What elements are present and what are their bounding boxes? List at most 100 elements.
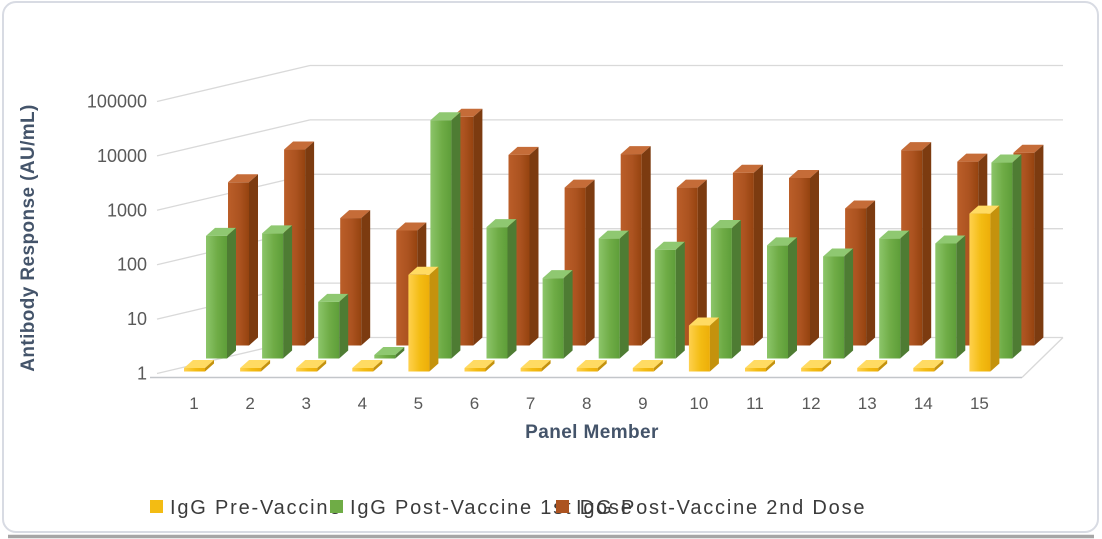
bar-pre-vaccine-member-6 [464,360,495,372]
bar-front-face [318,301,340,359]
x-tick-label: 7 [526,394,535,413]
bar-side-face [585,179,595,346]
bar-front-face [296,368,318,372]
bar-pre-vaccine-member-4 [352,360,383,372]
bar-front-face [206,235,227,359]
x-tick-label: 11 [746,394,764,413]
bar-side-face [429,266,439,372]
x-tick-label: 1 [189,394,198,413]
legend-item-post-2nd-dose: IgG Post-Vaccine 2nd Dose [556,497,866,519]
bar-front-face [745,368,766,372]
bar-top-face [296,360,327,368]
bar-side-face [653,360,663,372]
x-tick-label: 13 [858,394,877,413]
bar-side-face [361,210,371,346]
bar-side-face [766,360,775,372]
bar-top-face [262,225,293,234]
bar-top-face [732,164,763,173]
bar-side-face [283,225,293,359]
bar-top-face [845,200,876,209]
bar-post-1st-dose-member-4 [374,347,405,359]
bar-top-face [318,293,349,302]
bar-post-1st-dose-member-8 [598,230,629,359]
y-tick-label: 10000 [97,146,147,166]
bar-top-face [632,360,663,368]
bar-post-1st-dose-member-1 [206,227,236,359]
bar-side-face [709,317,719,372]
bar-front-face [857,368,879,372]
bar-pre-vaccine-member-8 [576,360,607,372]
bar-post-1st-dose-member-7 [542,270,573,359]
bar-side-face [597,360,607,372]
bar-side-face [473,108,483,346]
y-tick-label: 1000 [107,200,147,220]
legend-marker [150,500,163,513]
bar-top-face [508,146,539,155]
bar-front-face [688,325,710,372]
bar-top-face [745,360,775,368]
bar-side-face [249,174,258,346]
bar-top-face [486,219,517,228]
bar-top-face [430,112,461,121]
x-tick-label: 12 [802,394,821,413]
bar-front-face [520,368,542,372]
bar-front-face [935,243,957,359]
bar-top-face [464,360,495,368]
bar-front-face [542,278,564,359]
bar-top-face [564,179,595,188]
bar-front-face [374,355,396,359]
bar-front-face [352,368,374,372]
floor-right-edge [1021,337,1064,378]
bar-top-face [935,235,966,244]
x-tick-label: 10 [689,394,708,413]
x-tick-label: 6 [470,394,479,413]
x-tick-label: 9 [638,394,647,413]
bar-side-face [205,360,214,372]
bar-top-face [340,210,371,219]
bar-top-face [228,174,258,183]
bar-top-face [396,222,427,231]
bar-top-face [576,360,607,368]
bar-side-face [305,141,315,346]
bar-top-face [801,360,832,368]
bar-side-face [697,179,707,346]
bar-top-face [913,360,944,368]
bar-side-face [641,146,651,346]
x-tick-label: 5 [414,394,423,413]
bar-top-face [767,237,797,246]
bar-side-face [507,219,517,359]
bar-pre-vaccine-member-2 [240,360,271,372]
bar-front-face [632,368,654,372]
bar-top-face [969,205,1000,214]
bar-side-face [956,235,966,359]
bar-side-face [395,347,405,359]
bar-pre-vaccine-member-13 [857,360,888,372]
bar-side-face [675,241,685,359]
bar-top-face [374,347,405,355]
bar-front-face [184,368,205,372]
bar-pre-vaccine-member-15 [969,205,1000,372]
y-tick-label: 1 [137,364,147,384]
bar-top-face [620,146,651,155]
bar-post-1st-dose-member-12 [823,248,854,359]
bar-post-1st-dose-member-11 [767,237,797,359]
bar-front-face [598,238,620,359]
y-tick-label: 100000 [87,92,147,112]
bar-top-face [710,220,741,229]
bar-top-face [240,360,271,368]
bar-post-1st-dose-member-3 [318,293,349,359]
bar-side-face [261,360,271,372]
bar-side-face [990,205,1000,372]
bar-top-face [408,266,439,275]
bar-pre-vaccine-member-7 [520,360,551,372]
bar-side-face [451,112,461,359]
legend-label: IgG Post-Vaccine 2nd Dose [576,497,866,519]
bar-front-face [654,249,676,359]
gridline-slant [156,64,311,103]
bar-front-face [823,256,845,359]
bar-top-face [598,230,629,239]
bar-top-face [676,179,707,188]
bar-side-face [541,360,551,372]
bar-side-face [900,230,910,359]
